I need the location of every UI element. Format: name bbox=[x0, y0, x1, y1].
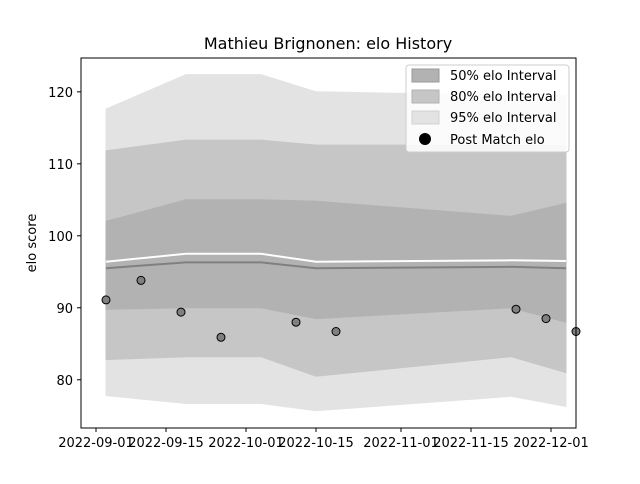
y-tick-label: 80 bbox=[56, 374, 73, 389]
mean-elo-line bbox=[105, 261, 567, 270]
legend-swatch-80 bbox=[411, 89, 440, 104]
legend-label-50: 50% elo Interval bbox=[450, 69, 557, 84]
y-axis-label: elo score bbox=[25, 214, 40, 273]
post-match-point bbox=[541, 314, 551, 324]
post-match-points bbox=[101, 275, 581, 342]
plot-frame bbox=[80, 57, 577, 429]
y-tick-label: 120 bbox=[48, 86, 73, 101]
legend-label-95: 95% elo Interval bbox=[450, 111, 557, 126]
x-tick-label: 2022-11-15 bbox=[433, 436, 509, 451]
x-tick-label: 2022-10-15 bbox=[278, 436, 354, 451]
legend: 50% elo Interval 80% elo Interval 95% el… bbox=[405, 64, 570, 153]
x-tick-label: 2022-11-01 bbox=[363, 436, 439, 451]
post-match-point bbox=[331, 327, 341, 336]
x-tick-label: 2022-10-01 bbox=[208, 436, 284, 451]
y-tick-label: 100 bbox=[48, 230, 73, 245]
legend-label-points: Post Match elo bbox=[450, 133, 545, 148]
y-axis: 80 90 100 110 120 bbox=[48, 86, 81, 389]
y-tick-label: 110 bbox=[48, 158, 73, 173]
legend-swatch-95 bbox=[411, 110, 440, 125]
x-tick-label: 2022-12-01 bbox=[513, 436, 589, 451]
legend-label-80: 80% elo Interval bbox=[450, 90, 557, 105]
legend-frame bbox=[405, 64, 570, 153]
post-match-point bbox=[136, 275, 146, 285]
post-match-point bbox=[176, 307, 186, 317]
upper-elo-line bbox=[105, 252, 567, 263]
x-tick-label: 2022-09-01 bbox=[58, 436, 134, 451]
legend-swatch-50 bbox=[411, 68, 440, 83]
legend-marker-points bbox=[419, 133, 431, 145]
x-tick-label: 2022-09-15 bbox=[128, 436, 204, 451]
post-match-point bbox=[216, 332, 226, 342]
post-match-point bbox=[291, 317, 301, 327]
post-match-point bbox=[511, 304, 521, 314]
y-tick-label: 90 bbox=[56, 302, 73, 317]
chart-title: Mathieu Brignonen: elo History bbox=[204, 34, 452, 53]
elo-lines bbox=[105, 252, 567, 270]
post-match-point bbox=[101, 295, 111, 305]
